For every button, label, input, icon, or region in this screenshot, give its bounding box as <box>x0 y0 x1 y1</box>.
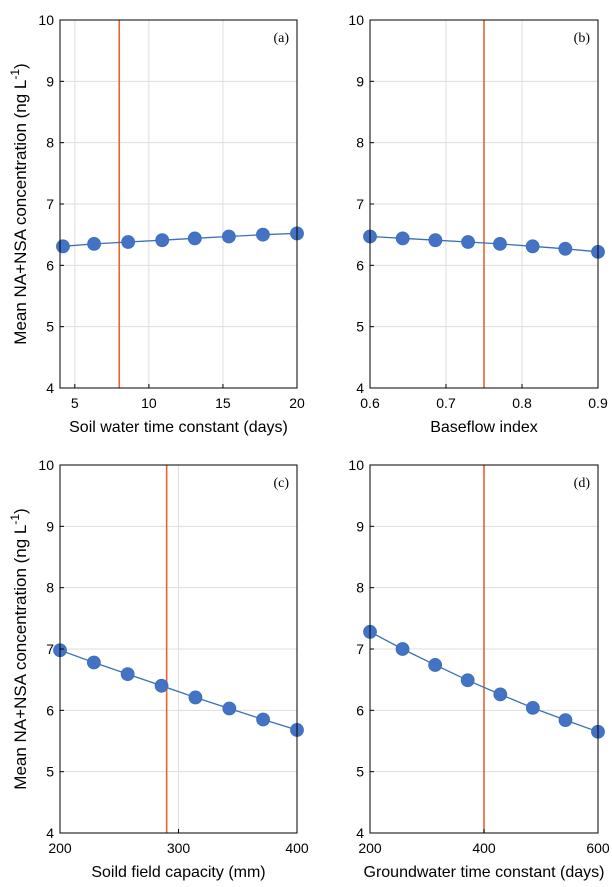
y-tick-label: 4 <box>356 825 364 841</box>
data-point <box>395 231 410 246</box>
x-axis-label: Baseflow index <box>430 419 538 436</box>
x-axis-label: Soild field capacity (mm) <box>91 864 265 881</box>
data-point <box>525 239 540 254</box>
y-tick-label: 10 <box>348 12 364 28</box>
panel-label: (a) <box>273 31 289 46</box>
panel-label: (d) <box>574 476 591 491</box>
data-point <box>222 701 237 716</box>
data-point <box>221 229 236 244</box>
data-point <box>120 667 135 682</box>
data-point <box>461 235 475 249</box>
y-tick-label: 8 <box>46 135 54 151</box>
y-tick-label: 7 <box>356 641 364 657</box>
data-point <box>428 233 443 248</box>
x-axis-label: Soil water time constant (days) <box>69 419 288 436</box>
data-point <box>187 231 202 246</box>
data-point <box>460 673 475 688</box>
y-tick-label: 9 <box>356 518 364 534</box>
y-tick-label: 9 <box>46 518 54 534</box>
x-tick-label: 0.8 <box>512 395 532 411</box>
data-point <box>56 239 70 254</box>
x-tick-label: 300 <box>167 840 191 856</box>
data-point <box>558 713 573 728</box>
x-tick-label: 0.9 <box>588 395 608 411</box>
data-point <box>256 227 270 242</box>
x-tick-label: 20 <box>289 395 305 411</box>
y-tick-label: 7 <box>46 196 54 212</box>
y-tick-label: 10 <box>38 12 54 28</box>
y-tick-label: 5 <box>356 319 364 335</box>
y-axis-label-close: ) <box>11 508 30 514</box>
y-axis-label: Mean NA+NSA concentration (ng L-1) <box>8 63 30 344</box>
panel-label: (b) <box>574 31 591 46</box>
x-tick-label: 200 <box>358 840 382 856</box>
y-tick-label: 9 <box>46 73 54 89</box>
x-tick-label: 400 <box>472 840 496 856</box>
y-tick-label: 5 <box>46 764 54 780</box>
y-axis-label-main: Mean NA+NSA concentration (ng L <box>11 80 30 345</box>
y-axis-label-exponent: -1 <box>8 514 22 525</box>
y-tick-label: 6 <box>46 702 54 718</box>
data-point <box>121 235 136 249</box>
y-tick-label: 5 <box>356 764 364 780</box>
data-point <box>558 241 573 256</box>
panel-label: (c) <box>273 476 289 491</box>
x-tick-label: 5 <box>71 395 79 411</box>
data-point <box>493 236 507 251</box>
x-tick-label: 400 <box>285 840 309 856</box>
y-tick-label: 10 <box>348 457 364 473</box>
y-axis-label-exponent: -1 <box>8 69 22 80</box>
y-tick-label: 7 <box>46 641 54 657</box>
data-point <box>493 687 508 702</box>
data-point <box>154 678 169 693</box>
data-point <box>256 712 271 727</box>
panel-b: 4 5 6 7 8 9 10 0.6 0.7 0.8 0.9 Baseflow index (b) <box>348 12 608 436</box>
panel-c: 4 5 6 7 8 9 10 200 300 400 Soild field capacity (m… <box>8 457 309 881</box>
x-tick-label: 0.7 <box>436 395 456 411</box>
y-tick-label: 8 <box>356 135 364 151</box>
data-point <box>188 690 203 705</box>
y-tick-label: 4 <box>46 825 54 841</box>
y-tick-label: 8 <box>46 580 54 596</box>
y-axis-label-close: ) <box>11 63 30 69</box>
y-tick-label: 6 <box>356 702 364 718</box>
y-tick-label: 6 <box>46 257 54 273</box>
x-tick-label: 15 <box>215 395 231 411</box>
y-tick-label: 10 <box>38 457 54 473</box>
data-point <box>86 655 101 670</box>
data-point <box>155 233 170 248</box>
x-tick-label: 200 <box>48 840 72 856</box>
x-tick-label: 0.6 <box>360 395 380 411</box>
data-point <box>525 700 540 715</box>
x-axis-label: Groundwater time constant (days) <box>364 864 605 881</box>
y-tick-label: 4 <box>46 380 54 396</box>
y-tick-label: 5 <box>46 319 54 335</box>
y-tick-label: 9 <box>356 73 364 89</box>
y-axis-label-main: Mean NA+NSA concentration (ng L <box>11 525 30 790</box>
x-tick-label: 600 <box>586 840 610 856</box>
x-tick-label: 10 <box>141 395 157 411</box>
y-axis-label: Mean NA+NSA concentration (ng L-1) <box>8 508 30 789</box>
data-point <box>395 642 410 656</box>
data-point <box>87 236 101 251</box>
y-tick-label: 6 <box>356 257 364 273</box>
y-tick-label: 4 <box>356 380 364 396</box>
panel-d: 4 5 6 7 8 9 10 200 400 600 Groundwater time consta… <box>348 457 609 881</box>
data-point <box>428 658 443 672</box>
y-tick-label: 7 <box>356 196 364 212</box>
y-tick-label: 8 <box>356 580 364 596</box>
